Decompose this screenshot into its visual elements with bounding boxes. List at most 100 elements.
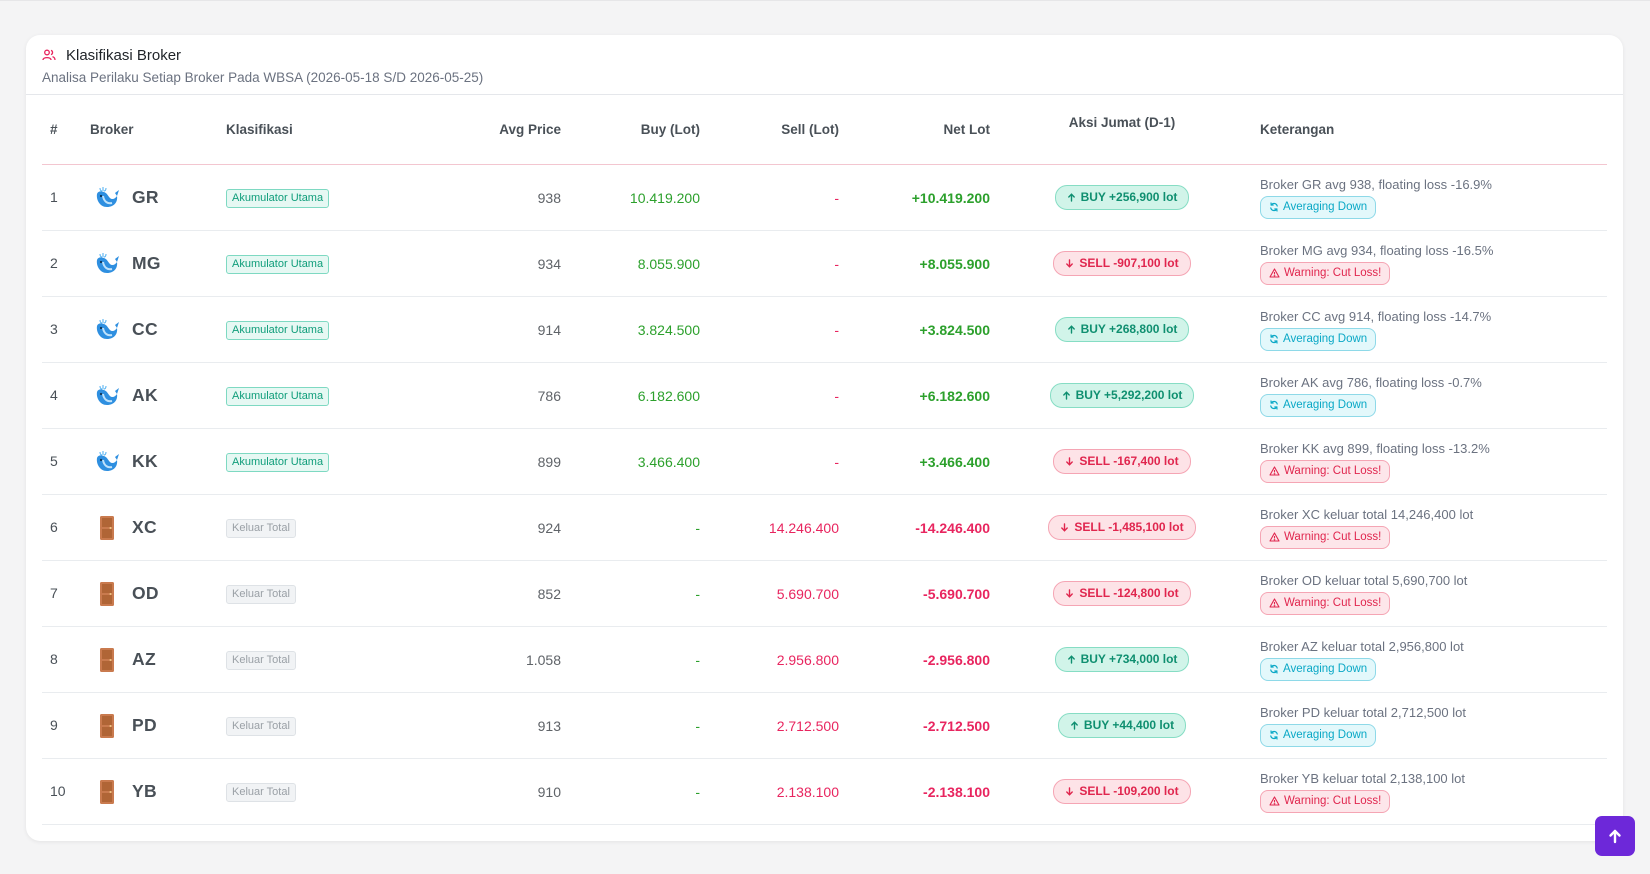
arrow-down-icon <box>1065 589 1074 598</box>
sell-lot: 2.956.800 <box>776 651 839 668</box>
friday-action-text: BUY +268,800 lot <box>1080 322 1178 336</box>
sell-lot: - <box>834 255 839 272</box>
users-icon <box>42 48 56 62</box>
arrow-up-icon <box>1067 655 1076 664</box>
row-number: 1 <box>50 188 58 205</box>
friday-action-text: SELL -124,800 lot <box>1079 586 1179 600</box>
arrow-down-icon <box>1060 523 1069 532</box>
card-title: Klasifikasi Broker <box>66 46 182 64</box>
classification-badge: Akumulator Utama <box>226 386 330 406</box>
avg-price: 938 <box>537 189 561 206</box>
buy-lot: 3.466.400 <box>637 453 700 470</box>
whale-icon <box>94 249 120 279</box>
door-icon <box>94 579 120 609</box>
remark-badge-text: Averaging Down <box>1283 332 1368 345</box>
scroll-to-top-button[interactable] <box>1595 816 1635 856</box>
buy-lot: 10.419.200 <box>629 189 700 206</box>
buy-lot: - <box>695 519 700 536</box>
broker-code[interactable]: XC <box>132 517 157 537</box>
door-icon <box>94 513 120 543</box>
net-lot: +3.466.400 <box>919 453 990 470</box>
door-icon <box>94 645 120 675</box>
friday-action-text: BUY +44,400 lot <box>1083 718 1175 732</box>
sell-lot: - <box>834 453 839 470</box>
header-aksi[interactable]: Aksi Jumat (D-1) <box>1068 115 1176 130</box>
net-lot: +6.182.600 <box>919 387 990 404</box>
table-row: 3 CC Akumulator Utama 914 3.824.500 - +3.824.5… <box>42 297 1607 363</box>
header-avg-price[interactable]: Avg Price <box>499 122 561 137</box>
row-number: 2 <box>50 254 58 271</box>
header-broker[interactable]: Broker <box>90 122 134 137</box>
remark-badge: Averaging Down <box>1260 195 1377 219</box>
broker-code[interactable]: OD <box>132 583 159 603</box>
friday-action-text: SELL -907,100 lot <box>1079 256 1179 270</box>
buy-lot: - <box>695 783 700 800</box>
card-header: Klasifikasi Broker Analisa Perilaku Seti… <box>26 35 1623 95</box>
friday-action-badge: BUY +44,400 lot <box>1057 713 1187 738</box>
net-lot: +8.055.900 <box>919 255 990 272</box>
refresh-icon <box>1269 400 1279 410</box>
broker-code[interactable]: GR <box>132 187 159 207</box>
broker-code[interactable]: YB <box>132 781 157 801</box>
refresh-icon <box>1269 730 1279 740</box>
remark-badge: Averaging Down <box>1260 393 1377 417</box>
avg-price: 1.058 <box>525 651 561 668</box>
remark-text: Broker KK avg 899, floating loss -13.2% <box>1260 440 1490 456</box>
broker-code[interactable]: KK <box>132 451 158 471</box>
table-row: 8 AZ Keluar Total 1.058-2.956.800 -2.956.800… <box>42 627 1607 693</box>
broker-code[interactable]: AK <box>132 385 158 405</box>
broker-code[interactable]: MG <box>132 253 161 273</box>
avg-price: 786 <box>537 387 561 404</box>
broker-code[interactable]: CC <box>132 319 158 339</box>
header-num[interactable]: # <box>50 122 58 137</box>
remark-badge-text: Averaging Down <box>1283 728 1368 741</box>
remark-text: Broker MG avg 934, floating loss -16.5% <box>1260 242 1494 258</box>
sell-lot: 2.138.100 <box>776 783 839 800</box>
classification-badge: Keluar Total <box>226 716 296 736</box>
table-row: 2 MG Akumulator Utama 934 8.055.900 - +8.055.9… <box>42 231 1607 297</box>
remark-text: Broker PD keluar total 2,712,500 lot <box>1260 704 1466 720</box>
net-lot: +10.419.200 <box>911 189 990 206</box>
header-buy[interactable]: Buy (Lot) <box>640 122 700 137</box>
row-number: 7 <box>50 584 58 601</box>
arrow-down-icon <box>1065 457 1074 466</box>
warning-icon <box>1269 466 1280 476</box>
warning-icon <box>1269 796 1280 806</box>
remark-text: Broker CC avg 914, floating loss -14.7% <box>1260 308 1492 324</box>
table-row: 6 XC Keluar Total 924-14.246.400 -14.246.400… <box>42 495 1607 561</box>
arrow-down-icon <box>1065 787 1074 796</box>
friday-action-text: SELL -167,400 lot <box>1079 454 1179 468</box>
buy-lot: 6.182.600 <box>637 387 700 404</box>
avg-price: 910 <box>537 783 561 800</box>
avg-price: 934 <box>537 255 561 272</box>
classification-badge: Keluar Total <box>226 782 296 802</box>
broker-code[interactable]: PD <box>132 715 157 735</box>
warning-icon <box>1269 268 1280 278</box>
avg-price: 914 <box>537 321 561 338</box>
refresh-icon <box>1269 202 1279 212</box>
card-subtitle: Analisa Perilaku Setiap Broker Pada WBSA… <box>42 70 484 85</box>
friday-action-badge: SELL -124,800 lot <box>1053 581 1191 606</box>
remark-badge-text: Averaging Down <box>1283 662 1368 675</box>
avg-price: 899 <box>537 453 561 470</box>
header-keterangan[interactable]: Keterangan <box>1260 122 1335 137</box>
header-sell[interactable]: Sell (Lot) <box>781 122 839 137</box>
whale-icon <box>94 447 120 477</box>
broker-code[interactable]: AZ <box>132 649 156 669</box>
arrow-up-icon <box>1070 721 1079 730</box>
classification-badge: Akumulator Utama <box>226 320 330 340</box>
row-number: 6 <box>50 518 58 535</box>
warning-icon <box>1269 598 1280 608</box>
arrow-down-icon <box>1065 259 1074 268</box>
table-header: # Broker Klasifikasi Avg Price Buy (Lot)… <box>42 95 1607 165</box>
remark-badge: Warning: Cut Loss! <box>1260 459 1391 483</box>
header-net-lot[interactable]: Net Lot <box>943 122 991 137</box>
remark-badge: Warning: Cut Loss! <box>1260 591 1391 615</box>
row-number: 3 <box>50 320 58 337</box>
remark-badge-text: Warning: Cut Loss! <box>1284 464 1382 477</box>
remark-badge: Averaging Down <box>1260 657 1377 681</box>
friday-action-badge: SELL -167,400 lot <box>1053 449 1191 474</box>
header-klasifikasi[interactable]: Klasifikasi <box>226 122 293 137</box>
remark-text: Broker AK avg 786, floating loss -0.7% <box>1260 374 1482 390</box>
friday-action-badge: BUY +268,800 lot <box>1054 317 1190 342</box>
